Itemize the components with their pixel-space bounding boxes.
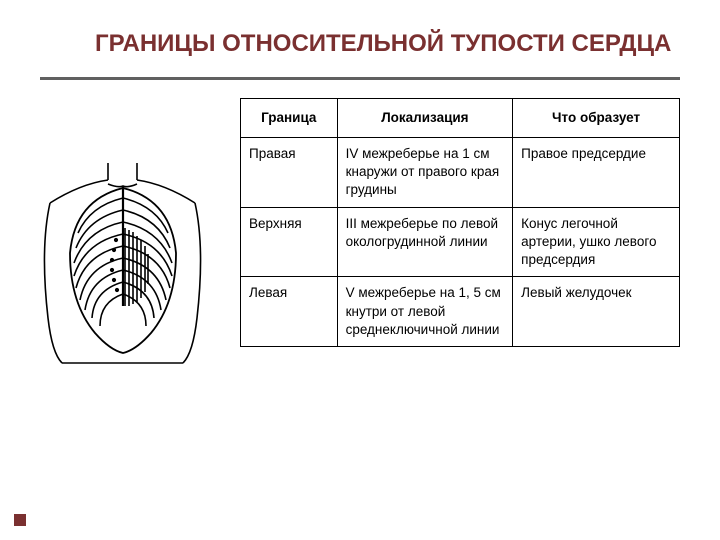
col-header-formed-by: Что образует — [513, 98, 680, 137]
cell-formed-by: Правое предсердие — [513, 138, 680, 208]
cell-boundary: Верхняя — [241, 207, 338, 277]
col-header-boundary: Граница — [241, 98, 338, 137]
cell-formed-by: Конус легочной артерии, ушко левого пред… — [513, 207, 680, 277]
cell-boundary: Левая — [241, 277, 338, 347]
ribcage-illustration — [30, 158, 215, 368]
cell-localization: IV межреберье на 1 см кнаружи от правого… — [337, 138, 513, 208]
table-row: Правая IV межреберье на 1 см кнаружи от … — [241, 138, 680, 208]
heart-borders-table: Граница Локализация Что образует Правая … — [240, 98, 680, 347]
table-row: Верхняя III межреберье по левой окологру… — [241, 207, 680, 277]
slide-decoration-square — [14, 514, 26, 526]
page-title: ГРАНИЦЫ ОТНОСИТЕЛЬНОЙ ТУПОСТИ СЕРДЦА — [95, 30, 720, 59]
col-header-localization: Локализация — [337, 98, 513, 137]
cell-localization: III межреберье по левой окологрудинной л… — [337, 207, 513, 277]
cell-boundary: Правая — [241, 138, 338, 208]
cell-localization: V межреберье на 1, 5 см кнутри от левой … — [337, 277, 513, 347]
table-row: Левая V межреберье на 1, 5 см кнутри от … — [241, 277, 680, 347]
cell-formed-by: Левый желудочек — [513, 277, 680, 347]
